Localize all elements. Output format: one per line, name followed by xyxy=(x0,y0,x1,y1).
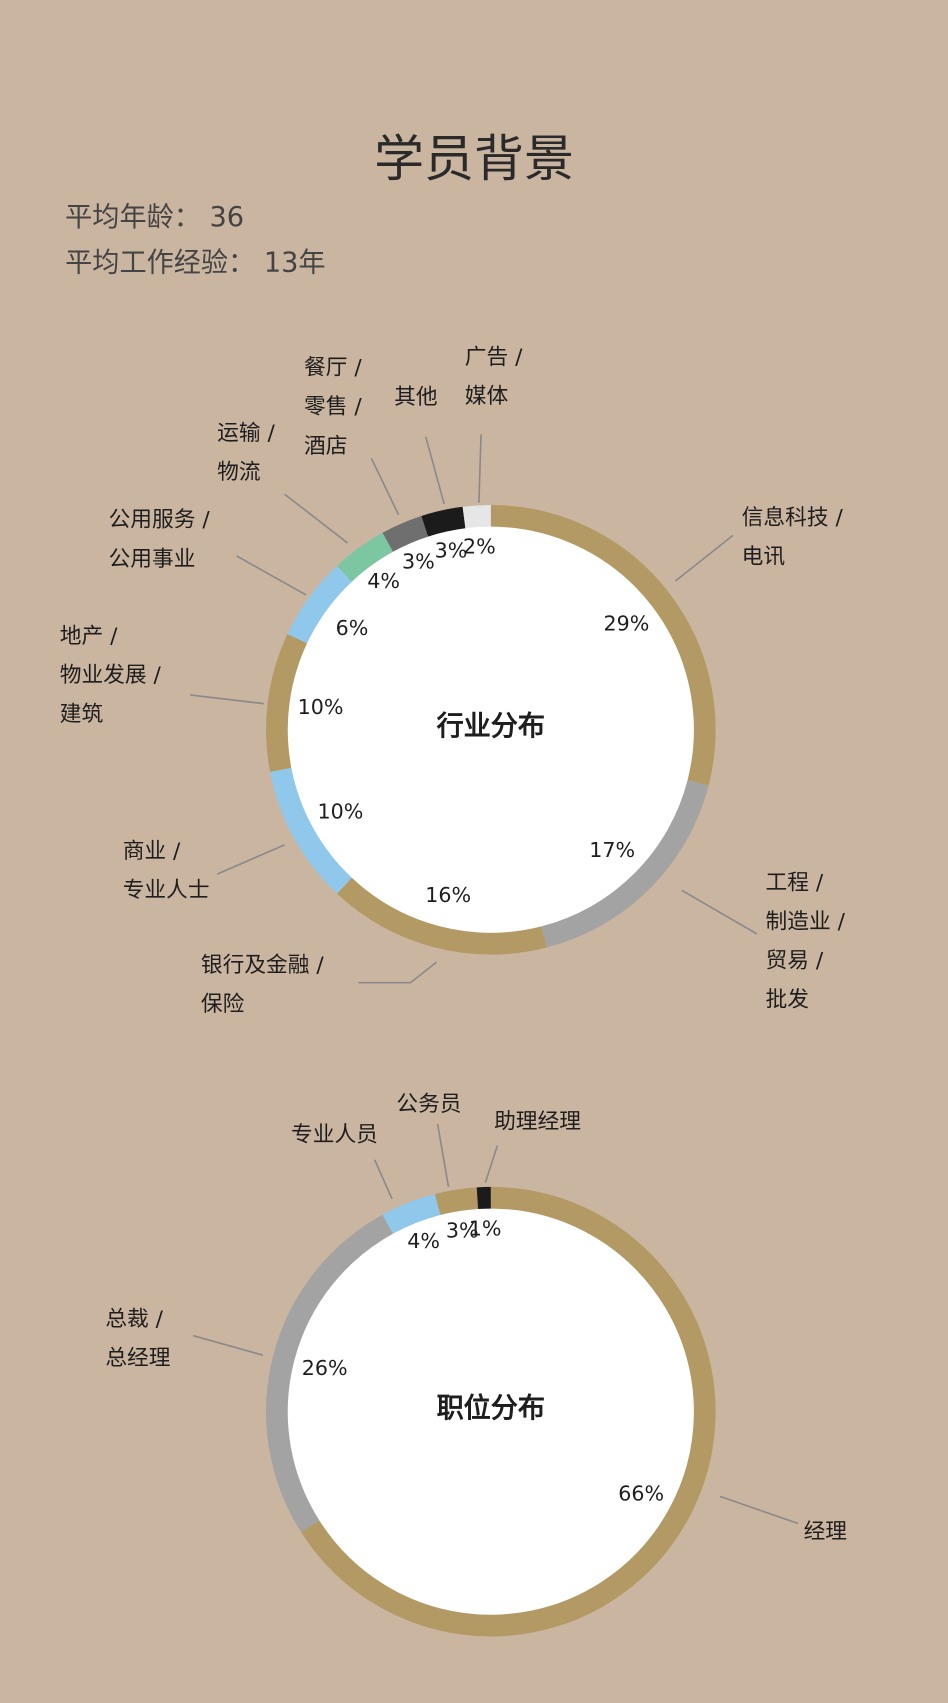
category-label: 工程 / 制造业 / 贸易 / 批发 xyxy=(765,868,845,1013)
donut-segment xyxy=(336,877,547,955)
donut-segment xyxy=(266,634,308,772)
value-label: 10% xyxy=(318,799,364,823)
stat: 平均年龄： 36 xyxy=(65,200,245,233)
value-label: 1% xyxy=(469,1216,502,1240)
category-label: 商业 / 专业人士 xyxy=(122,837,210,903)
donut-segment xyxy=(541,780,709,948)
donut-segment xyxy=(266,1214,394,1533)
category-label: 公务员 xyxy=(396,1090,462,1117)
value-label: 3% xyxy=(402,549,435,573)
value-label: 4% xyxy=(367,569,400,593)
value-label: 3% xyxy=(446,1218,479,1242)
value-label: 66% xyxy=(618,1481,664,1505)
value-label: 3% xyxy=(435,539,468,563)
category-label: 银行及金融 / 保险 xyxy=(200,951,324,1017)
category-label: 经理 xyxy=(803,1518,848,1545)
leader-line xyxy=(484,1145,499,1183)
value-label: 17% xyxy=(589,838,635,862)
value-label: 10% xyxy=(298,695,344,719)
leader-line xyxy=(193,1334,264,1356)
value-label: 4% xyxy=(407,1229,440,1253)
leader-line xyxy=(674,534,734,582)
donut-hole xyxy=(286,525,695,934)
leader-line xyxy=(358,961,438,984)
donut-segment xyxy=(462,504,491,529)
category-label: 地产 / 物业发展 / 建筑 xyxy=(59,622,161,727)
donut-hole xyxy=(286,1207,695,1616)
donut-segment xyxy=(287,565,352,644)
donut-segment xyxy=(421,506,466,537)
leader-line xyxy=(189,694,264,705)
donut-segment xyxy=(382,515,429,552)
leader-line xyxy=(370,457,400,516)
leader-line xyxy=(284,493,348,544)
category-label: 公用服务 / 公用事业 xyxy=(108,506,210,572)
leader-line xyxy=(719,1495,799,1525)
donut-segment xyxy=(301,1186,716,1637)
value-label: 2% xyxy=(463,535,496,559)
leader-line xyxy=(236,555,307,596)
donut-segment xyxy=(490,504,716,786)
stat: 平均工作经验： 13年 xyxy=(65,246,326,278)
leader-line xyxy=(373,1159,393,1200)
leader-line xyxy=(681,889,758,935)
leader-line xyxy=(436,1123,450,1188)
donut-segment xyxy=(434,1187,479,1216)
category-label: 专业人员 xyxy=(291,1120,378,1147)
category-label: 总裁 / 总经理 xyxy=(105,1305,171,1371)
category-label: 信息科技 / 电讯 xyxy=(741,503,843,570)
value-label: 29% xyxy=(603,612,649,636)
donut-segment xyxy=(270,767,352,894)
donut-segment xyxy=(336,532,394,582)
value-label: 6% xyxy=(336,616,369,640)
value-label: 26% xyxy=(302,1356,348,1380)
leader-line xyxy=(478,434,482,503)
value-label: 16% xyxy=(425,883,471,907)
category-label: 其他 xyxy=(394,383,438,410)
category-label: 广告 / 媒体 xyxy=(464,343,523,409)
category-label: 运输 / 物流 xyxy=(217,419,275,485)
chart-title: 职位分布 xyxy=(437,1392,546,1424)
category-label: 助理经理 xyxy=(494,1107,581,1134)
page-title: 学员背景 xyxy=(374,129,574,188)
leader-line xyxy=(424,436,445,505)
leader-line xyxy=(216,844,285,875)
donut-segment xyxy=(382,1193,441,1234)
category-label: 餐厅 / 零售 / 酒店 xyxy=(304,354,362,459)
chart-title: 行业分布 xyxy=(436,710,546,742)
